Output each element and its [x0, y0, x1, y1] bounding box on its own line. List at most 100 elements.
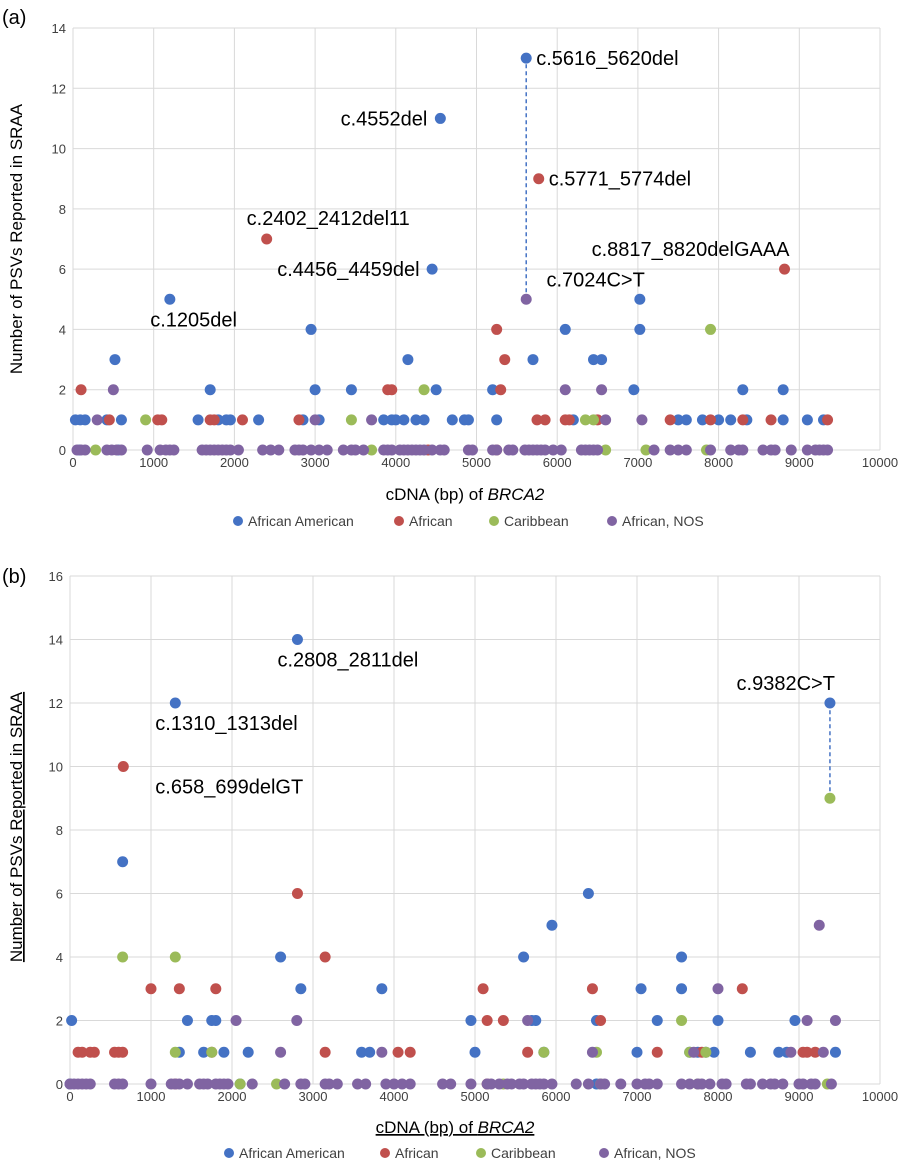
x-tick-label: 4000 [381, 455, 410, 470]
point-african-american [634, 293, 646, 305]
point-african-nos [712, 983, 724, 995]
point-african-nos [801, 1015, 813, 1026]
point-african-nos [202, 1078, 214, 1090]
point-african-nos [366, 414, 378, 426]
point-african [293, 414, 305, 426]
legend-marker [233, 516, 243, 526]
point-african-nos [720, 1078, 732, 1090]
point-african-nos [757, 444, 769, 456]
point-african-nos [546, 1078, 558, 1090]
point-african-nos [664, 444, 676, 456]
point-african-nos [505, 1078, 517, 1090]
point-african-nos [230, 1015, 242, 1026]
point-african-nos [822, 444, 834, 456]
point-african-nos [522, 1015, 534, 1026]
x-tick-label: 3000 [299, 1089, 328, 1104]
y-tick-label: 8 [56, 823, 63, 838]
y-tick-label: 6 [56, 887, 63, 902]
point-african-american [295, 983, 307, 995]
point-african-nos [817, 1046, 829, 1058]
point-african-american [462, 414, 474, 426]
point-caribbean [140, 414, 152, 426]
legend-marker [224, 1148, 234, 1158]
point-african [499, 354, 511, 366]
point-african-nos [801, 444, 813, 456]
point-african [386, 384, 398, 396]
point-african [319, 951, 331, 963]
point-african-american [487, 384, 499, 396]
point-african [481, 1015, 493, 1026]
point-caribbean [538, 1046, 550, 1058]
point-african-nos [331, 1078, 343, 1090]
point-african-nos [141, 444, 153, 456]
point-african-nos [352, 1078, 364, 1090]
point-african-nos [491, 444, 503, 456]
point-african-american [651, 1015, 663, 1026]
x-tick-label: 2000 [220, 455, 249, 470]
point-caribbean [705, 323, 717, 335]
point-caribbean [588, 414, 600, 426]
legend-label: African [395, 1145, 439, 1161]
point-african [103, 414, 115, 426]
point-african-american [676, 983, 688, 995]
point-african-american [305, 323, 317, 335]
point-african-american [115, 414, 127, 426]
point-african-nos [404, 1078, 416, 1090]
legend: African American African Caribbean African,… [224, 1145, 696, 1161]
point-african-nos [257, 444, 269, 456]
point-african-american [588, 354, 600, 366]
annotation-label: c.658_699delGT [155, 777, 303, 799]
point-african-nos [309, 414, 321, 426]
point-african-nos [825, 1078, 837, 1090]
annotation-label: c.2402_2412del11 [247, 208, 410, 230]
point-african-nos [115, 444, 127, 456]
point-african-american [801, 414, 813, 426]
point-african-american [390, 414, 402, 426]
point-caribbean [579, 414, 591, 426]
point-african-american [398, 414, 410, 426]
point-african-american [491, 414, 503, 426]
point-african-american [192, 414, 204, 426]
legend-label: African, NOS [622, 513, 704, 529]
annotation-label: c.5771_5774del [549, 169, 691, 191]
point-caribbean [117, 951, 129, 963]
point-african [477, 983, 489, 995]
point-african-american [446, 414, 458, 426]
point-african-american [713, 414, 725, 426]
point-african-nos [538, 1078, 550, 1090]
point-african-nos [829, 1015, 841, 1026]
point-caribbean [271, 1078, 283, 1090]
point-african-american [218, 1046, 230, 1058]
point-african-american [345, 384, 357, 396]
point-african-american [634, 323, 646, 335]
annotation-label: c.5616_5620del [536, 48, 678, 70]
point-african-american [378, 414, 390, 426]
point-african-american [628, 384, 640, 396]
point-african-nos [168, 444, 180, 456]
point-african-american [210, 1015, 222, 1026]
point-african-nos [651, 1078, 663, 1090]
point-caribbean [640, 444, 652, 456]
x-axis-title-gene: BRCA2 [488, 485, 545, 504]
point-african-american [291, 634, 303, 645]
point-african [76, 1046, 88, 1058]
y-tick-label: 4 [59, 322, 66, 337]
point-african-nos [360, 1078, 372, 1090]
point-african-american [559, 323, 571, 335]
y-tick-label: 6 [59, 262, 66, 277]
x-tick-label: 0 [66, 1089, 73, 1104]
point-african-american [631, 1046, 643, 1058]
point-african-nos [559, 384, 571, 396]
point-african [210, 983, 222, 995]
y-tick-label: 2 [59, 383, 66, 398]
point-african-american [676, 951, 688, 963]
y-axis-title: Number of PSVs Reported in SRAA [7, 103, 26, 374]
point-african-nos [507, 444, 519, 456]
point-african-nos [539, 444, 551, 456]
panel-label: (a) [2, 7, 26, 29]
point-caribbean [418, 384, 430, 396]
point-caribbean [206, 1046, 218, 1058]
point-african-nos [396, 1078, 408, 1090]
point-african [208, 414, 220, 426]
point-african-nos [615, 1078, 627, 1090]
